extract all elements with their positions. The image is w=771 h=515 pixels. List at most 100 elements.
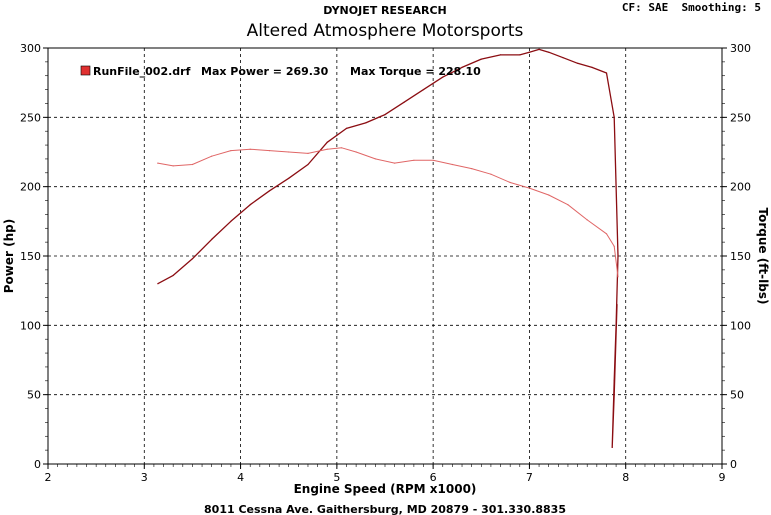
grid-lines — [48, 48, 722, 464]
company-name: DYNOJET RESEARCH — [323, 4, 446, 17]
y-tick-labels: 0 50 100 150 200 250 300 — [20, 42, 41, 471]
torque-point — [586, 219, 588, 221]
y-tick-label: 150 — [20, 250, 41, 263]
torque-point — [355, 151, 357, 153]
y-tick-label: 100 — [20, 319, 41, 332]
y2-axis-label: Torque (ft-lbs) — [756, 208, 770, 305]
x-axis-label: Engine Speed (RPM x1000) — [294, 482, 477, 496]
y2-tick-label: 150 — [730, 250, 751, 263]
x-tick-label: 4 — [237, 471, 244, 484]
x-tick-label: 2 — [45, 471, 52, 484]
power-point — [519, 54, 521, 56]
legend-swatch — [80, 65, 91, 76]
power-point — [611, 446, 613, 448]
power-point — [157, 283, 159, 285]
torque-point — [413, 159, 415, 161]
torque-point — [394, 162, 396, 164]
x-tick-label: 7 — [526, 471, 533, 484]
power-point — [615, 186, 617, 188]
power-point — [345, 127, 348, 129]
power-point — [422, 89, 425, 91]
torque-point — [341, 147, 343, 149]
y2-tick-label: 200 — [730, 181, 751, 194]
y2-tick-label: 100 — [730, 319, 751, 332]
x-tick-label: 9 — [719, 471, 726, 484]
torque-point — [432, 159, 434, 161]
power-point — [268, 190, 271, 192]
chart-title: Altered Atmosphere Motorsports — [247, 21, 524, 41]
torque-point — [230, 150, 232, 152]
power-point — [613, 394, 615, 396]
torque-point — [326, 148, 328, 150]
power-point — [230, 220, 232, 222]
x-tick-label: 6 — [430, 471, 437, 484]
power-point — [577, 62, 579, 64]
power-point — [249, 204, 251, 206]
legend-file: RunFile_002.drf — [93, 65, 191, 78]
y2-tick-label: 300 — [730, 42, 751, 55]
torque-point — [191, 163, 193, 166]
power-point — [365, 122, 367, 124]
y2-tick-labels: 0 50 100 150 200 250 300 — [730, 42, 751, 471]
power-point — [528, 51, 531, 53]
legend: RunFile_002.drf Max Power = 269.30 Max T… — [80, 65, 481, 78]
y2-tick-label: 0 — [730, 458, 737, 471]
torque-point — [509, 181, 511, 184]
torque-point — [548, 194, 550, 196]
y-axis-label: Power (hp) — [2, 219, 16, 293]
power-point — [172, 274, 174, 276]
torque-point — [157, 162, 159, 164]
tick-marks — [43, 47, 727, 469]
x-tick-label: 3 — [141, 471, 148, 484]
power-point — [499, 54, 502, 56]
torque-point — [451, 163, 453, 166]
torque-point — [288, 151, 290, 153]
torque-point — [249, 148, 251, 150]
power-point — [461, 66, 463, 68]
power-point — [615, 324, 617, 326]
y-tick-label: 300 — [20, 42, 41, 55]
power-point — [288, 177, 290, 179]
torque-point — [172, 165, 174, 167]
torque-point — [567, 204, 569, 206]
x-tick-label: 8 — [622, 471, 629, 484]
dyno-settings: CF: SAE Smoothing: 5 — [622, 1, 761, 14]
power-point — [384, 114, 386, 116]
y2-tick-label: 50 — [730, 389, 744, 402]
series-lines — [157, 48, 619, 449]
torque-point — [613, 245, 615, 247]
power-point — [403, 101, 405, 103]
x-tick-label: 5 — [333, 471, 340, 484]
power-point — [617, 255, 619, 257]
power-point — [548, 51, 550, 53]
torque-point — [528, 187, 531, 189]
power-point — [442, 76, 444, 78]
power-point — [616, 303, 618, 306]
power-point — [326, 141, 328, 143]
torque-point — [605, 233, 608, 235]
y-tick-label: 250 — [20, 111, 41, 124]
power-point — [605, 72, 608, 74]
legend-max-torque: Max Torque = 228.10 — [350, 65, 481, 78]
power-point — [562, 57, 564, 59]
y-tick-label: 50 — [27, 389, 41, 402]
y2-tick-label: 250 — [730, 111, 751, 124]
power-point — [613, 380, 615, 382]
power-point — [211, 238, 213, 240]
power-point — [307, 163, 309, 166]
torque-point — [211, 155, 213, 157]
power-point — [191, 258, 193, 260]
torque-point — [374, 158, 376, 160]
torque-point — [307, 152, 309, 154]
x-tick-labels: 2 3 4 5 6 7 8 9 — [45, 471, 726, 484]
torque-point — [471, 168, 473, 170]
power-point — [591, 66, 593, 68]
y-tick-label: 0 — [34, 458, 41, 471]
y-tick-label: 200 — [20, 181, 41, 194]
torque-point — [268, 150, 271, 152]
legend-max-power: Max Power = 269.30 — [201, 65, 329, 78]
power-point — [538, 48, 540, 51]
power-point — [613, 116, 615, 118]
footer-address: 8011 Cessna Ave. Gaithersburg, MD 20879 … — [204, 503, 566, 515]
